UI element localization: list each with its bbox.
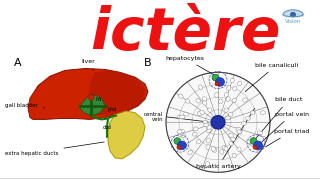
- Polygon shape: [80, 95, 105, 116]
- Text: gall bladder: gall bladder: [5, 103, 45, 109]
- Circle shape: [215, 78, 225, 86]
- Circle shape: [253, 145, 257, 149]
- Ellipse shape: [224, 146, 228, 151]
- Text: central: central: [144, 112, 163, 117]
- Ellipse shape: [226, 97, 230, 101]
- Ellipse shape: [243, 98, 247, 102]
- Ellipse shape: [260, 111, 265, 115]
- Circle shape: [174, 138, 181, 144]
- Text: A: A: [14, 58, 22, 68]
- Polygon shape: [28, 68, 148, 119]
- Ellipse shape: [250, 111, 255, 115]
- Ellipse shape: [237, 147, 241, 151]
- Ellipse shape: [202, 97, 207, 101]
- Text: hepatic artery: hepatic artery: [196, 108, 255, 169]
- Ellipse shape: [206, 145, 210, 149]
- Ellipse shape: [188, 150, 192, 155]
- Ellipse shape: [178, 142, 182, 147]
- Ellipse shape: [224, 108, 228, 112]
- Circle shape: [250, 138, 257, 144]
- Ellipse shape: [211, 147, 215, 151]
- Ellipse shape: [204, 123, 209, 127]
- Ellipse shape: [237, 130, 242, 134]
- Text: B: B: [144, 58, 152, 68]
- Ellipse shape: [196, 140, 201, 144]
- Circle shape: [177, 145, 181, 149]
- Ellipse shape: [232, 98, 236, 103]
- Ellipse shape: [177, 130, 182, 134]
- Ellipse shape: [231, 137, 235, 141]
- Ellipse shape: [242, 122, 246, 125]
- Text: ictère: ictère: [90, 5, 280, 62]
- Ellipse shape: [237, 81, 242, 86]
- Text: liver: liver: [81, 59, 95, 70]
- Ellipse shape: [246, 140, 251, 144]
- Text: bile duct: bile duct: [255, 97, 302, 139]
- Ellipse shape: [219, 99, 223, 104]
- Ellipse shape: [179, 94, 183, 98]
- Circle shape: [88, 94, 94, 100]
- Text: hd: hd: [96, 97, 102, 102]
- Ellipse shape: [222, 145, 226, 150]
- Text: cbd: cbd: [103, 125, 111, 130]
- Circle shape: [291, 12, 295, 17]
- Ellipse shape: [198, 85, 203, 89]
- Ellipse shape: [178, 132, 183, 136]
- Ellipse shape: [226, 116, 230, 120]
- Ellipse shape: [213, 148, 217, 152]
- Ellipse shape: [251, 138, 256, 142]
- Ellipse shape: [203, 101, 207, 105]
- Ellipse shape: [225, 93, 228, 97]
- Ellipse shape: [206, 128, 211, 133]
- Ellipse shape: [233, 86, 237, 91]
- Ellipse shape: [207, 125, 212, 129]
- Ellipse shape: [220, 149, 224, 154]
- Circle shape: [215, 82, 219, 86]
- Circle shape: [166, 72, 270, 172]
- Text: phd: phd: [107, 107, 117, 112]
- Ellipse shape: [236, 127, 241, 131]
- Ellipse shape: [192, 132, 197, 136]
- Ellipse shape: [214, 93, 219, 97]
- Text: vein: vein: [151, 117, 163, 122]
- Text: portal triad: portal triad: [266, 129, 309, 147]
- Text: Vision: Vision: [285, 19, 301, 24]
- Ellipse shape: [228, 112, 233, 117]
- Text: portal vein: portal vein: [260, 112, 309, 143]
- Ellipse shape: [200, 110, 204, 114]
- Text: bile canaliculi: bile canaliculi: [245, 62, 298, 92]
- Ellipse shape: [229, 133, 233, 138]
- Ellipse shape: [227, 86, 231, 90]
- Ellipse shape: [180, 129, 184, 133]
- Circle shape: [177, 141, 186, 150]
- Ellipse shape: [208, 108, 212, 112]
- Ellipse shape: [181, 134, 186, 138]
- Polygon shape: [108, 111, 145, 159]
- Circle shape: [254, 141, 263, 150]
- Ellipse shape: [257, 131, 262, 135]
- Ellipse shape: [196, 99, 200, 103]
- Ellipse shape: [205, 162, 210, 166]
- Ellipse shape: [206, 138, 211, 143]
- Ellipse shape: [229, 141, 233, 146]
- Ellipse shape: [230, 78, 234, 83]
- Text: hepatocytes: hepatocytes: [165, 56, 216, 76]
- Text: extra hepatic ducts: extra hepatic ducts: [5, 142, 104, 156]
- Ellipse shape: [185, 99, 190, 103]
- Ellipse shape: [193, 127, 198, 131]
- Ellipse shape: [197, 112, 202, 116]
- Ellipse shape: [184, 112, 188, 116]
- Ellipse shape: [180, 115, 184, 119]
- Circle shape: [212, 74, 219, 81]
- Ellipse shape: [203, 120, 208, 124]
- Ellipse shape: [177, 115, 182, 119]
- Polygon shape: [88, 70, 145, 116]
- Ellipse shape: [246, 116, 251, 120]
- Ellipse shape: [232, 153, 236, 158]
- Circle shape: [211, 116, 225, 129]
